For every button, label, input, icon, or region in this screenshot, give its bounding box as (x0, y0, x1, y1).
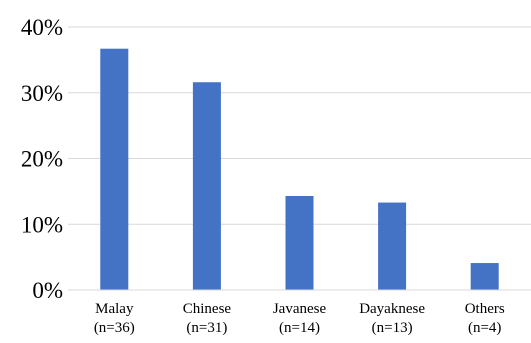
y-axis-tick-labels: 0% 10% 20% 30% 40% (21, 15, 63, 303)
x-category-label: Dayaknese (359, 301, 425, 317)
x-category-label: Others (465, 301, 505, 317)
bar-dayaknese (378, 202, 407, 290)
bar-others (470, 263, 499, 290)
y-tick-label: 30% (21, 81, 63, 106)
bar-javanese (285, 195, 314, 290)
bar-chinese (192, 82, 221, 290)
x-category-label: Chinese (183, 301, 232, 317)
bars (100, 48, 499, 291)
y-tick-label: 20% (21, 147, 63, 172)
x-category-sublabel: (n=31) (186, 320, 227, 336)
x-category-label: Malay (95, 301, 134, 317)
x-category-sublabel: (n=4) (468, 320, 501, 336)
gridlines (68, 26, 531, 225)
x-axis-category-labels: Malay (n=36) Chinese (n=31) Javanese (n=14) Da… (94, 301, 505, 336)
y-tick-label: 10% (21, 212, 63, 237)
x-category-label: Javanese (273, 301, 327, 317)
x-category-sublabel: (n=14) (279, 320, 320, 336)
y-tick-label: 0% (32, 278, 63, 303)
x-category-sublabel: (n=13) (372, 320, 413, 336)
bar-malay (100, 48, 129, 291)
y-tick-label: 40% (21, 15, 63, 40)
x-category-sublabel: (n=36) (94, 320, 135, 336)
